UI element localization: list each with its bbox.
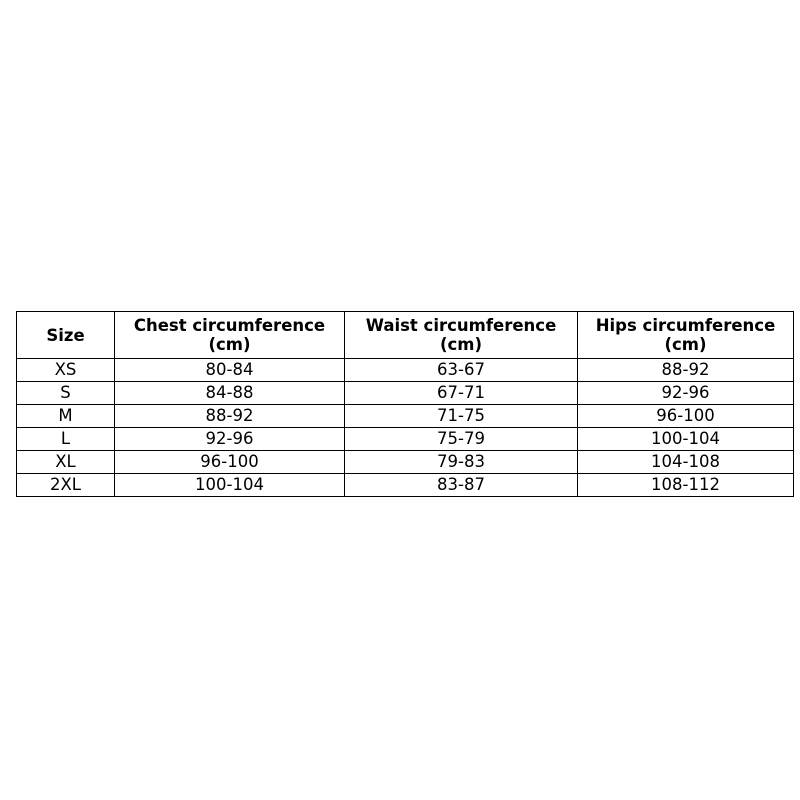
cell-waist: 75-79 [344, 427, 578, 451]
size-chart-table: Size Chest circumference (cm) Waist circ… [16, 311, 794, 497]
cell-hips: 92-96 [577, 381, 794, 405]
cell-size: 2XL [16, 473, 115, 497]
table-row: 2XL 100-104 83-87 108-112 [16, 473, 794, 497]
cell-waist: 67-71 [344, 381, 578, 405]
cell-size: S [16, 381, 115, 405]
column-header-hips-unit: (cm) [664, 335, 707, 354]
table-row: XL 96-100 79-83 104-108 [16, 450, 794, 474]
cell-hips: 108-112 [577, 473, 794, 497]
table-body: XS 80-84 63-67 88-92 S 84-88 67-71 92-96… [16, 358, 794, 497]
cell-hips: 100-104 [577, 427, 794, 451]
cell-size: XS [16, 358, 115, 382]
cell-chest: 88-92 [114, 404, 345, 428]
table-row: L 92-96 75-79 100-104 [16, 427, 794, 451]
column-header-chest-unit: (cm) [208, 335, 251, 354]
cell-size: L [16, 427, 115, 451]
column-header-hips-label: Hips circumference [595, 316, 776, 335]
column-header-waist-label: Waist circumference [365, 316, 557, 335]
column-header-size-label: Size [46, 325, 85, 345]
column-header-size: Size [16, 311, 115, 359]
cell-chest: 100-104 [114, 473, 345, 497]
cell-chest: 84-88 [114, 381, 345, 405]
cell-hips: 104-108 [577, 450, 794, 474]
cell-waist: 79-83 [344, 450, 578, 474]
cell-hips: 96-100 [577, 404, 794, 428]
cell-size: M [16, 404, 115, 428]
cell-chest: 92-96 [114, 427, 345, 451]
column-header-chest: Chest circumference (cm) [114, 311, 345, 359]
cell-chest: 80-84 [114, 358, 345, 382]
cell-waist: 71-75 [344, 404, 578, 428]
table-row: S 84-88 67-71 92-96 [16, 381, 794, 405]
column-header-waist-unit: (cm) [439, 335, 483, 354]
column-header-chest-label: Chest circumference [133, 316, 326, 335]
column-header-hips: Hips circumference (cm) [577, 311, 794, 359]
table-row: XS 80-84 63-67 88-92 [16, 358, 794, 382]
cell-hips: 88-92 [577, 358, 794, 382]
column-header-waist: Waist circumference (cm) [344, 311, 578, 359]
table-header-row: Size Chest circumference (cm) Waist circ… [16, 311, 794, 359]
cell-waist: 83-87 [344, 473, 578, 497]
cell-waist: 63-67 [344, 358, 578, 382]
table-row: M 88-92 71-75 96-100 [16, 404, 794, 428]
cell-size: XL [16, 450, 115, 474]
size-chart-container: Size Chest circumference (cm) Waist circ… [16, 311, 794, 497]
cell-chest: 96-100 [114, 450, 345, 474]
table-header: Size Chest circumference (cm) Waist circ… [16, 311, 794, 359]
